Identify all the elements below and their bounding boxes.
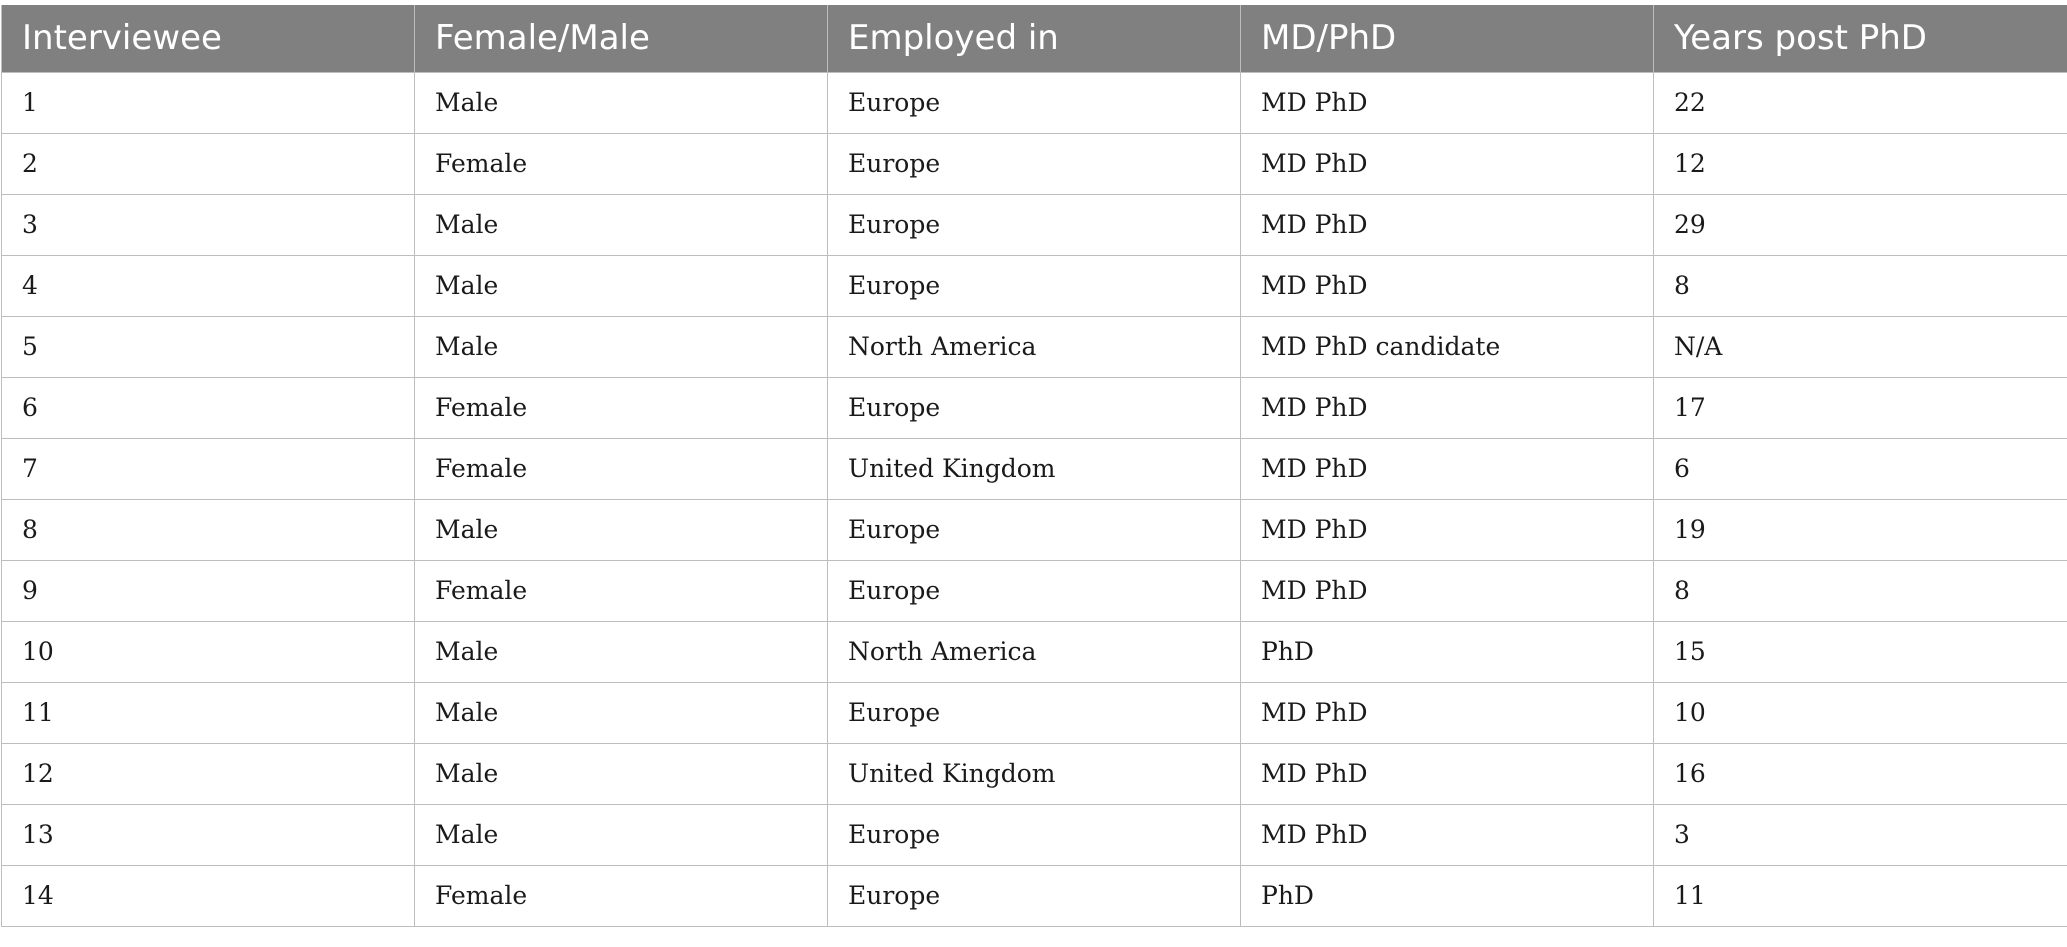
table-row: 7 Female United Kingdom MD PhD 6 bbox=[1, 437, 2067, 500]
degree-cell: MD PhD bbox=[1240, 498, 1654, 561]
interviewee-cell: 8 bbox=[1, 498, 415, 561]
years-post-phd-cell: 12 bbox=[1653, 132, 2067, 195]
header-interviewee: Interviewee bbox=[1, 5, 415, 72]
gender-cell: Female bbox=[414, 376, 828, 439]
gender-cell: Male bbox=[414, 620, 828, 683]
degree-cell: MD PhD candidate bbox=[1240, 315, 1654, 378]
interviewee-cell: 13 bbox=[1, 803, 415, 866]
employed-in-cell: Europe bbox=[827, 376, 1241, 439]
header-years-post-phd: Years post PhD bbox=[1653, 5, 2067, 72]
years-post-phd-cell: 10 bbox=[1653, 681, 2067, 744]
employed-in-cell: Europe bbox=[827, 803, 1241, 866]
years-post-phd-cell: 17 bbox=[1653, 376, 2067, 439]
employed-in-cell: Europe bbox=[827, 193, 1241, 256]
header-row: Interviewee Female/Male Employed in MD/P… bbox=[1, 5, 2067, 72]
interviewee-cell: 5 bbox=[1, 315, 415, 378]
employed-in-cell: United Kingdom bbox=[827, 437, 1241, 500]
degree-cell: MD PhD bbox=[1240, 437, 1654, 500]
employed-in-cell: Europe bbox=[827, 559, 1241, 622]
degree-cell: MD PhD bbox=[1240, 742, 1654, 805]
employed-in-cell: Europe bbox=[827, 71, 1241, 134]
years-post-phd-cell: 6 bbox=[1653, 437, 2067, 500]
interviewee-cell: 14 bbox=[1, 864, 415, 927]
employed-in-cell: Europe bbox=[827, 498, 1241, 561]
employed-in-cell: Europe bbox=[827, 864, 1241, 927]
interviewee-cell: 3 bbox=[1, 193, 415, 256]
header-female-male: Female/Male bbox=[414, 5, 828, 72]
gender-cell: Male bbox=[414, 498, 828, 561]
interviewee-cell: 1 bbox=[1, 71, 415, 134]
table-row: 10 Male North America PhD 15 bbox=[1, 620, 2067, 683]
years-post-phd-cell: N/A bbox=[1653, 315, 2067, 378]
gender-cell: Male bbox=[414, 315, 828, 378]
interviewee-table-container: Interviewee Female/Male Employed in MD/P… bbox=[1, 5, 2067, 927]
table-row: 8 Male Europe MD PhD 19 bbox=[1, 498, 2067, 561]
table-row: 1 Male Europe MD PhD 22 bbox=[1, 71, 2067, 134]
degree-cell: MD PhD bbox=[1240, 681, 1654, 744]
years-post-phd-cell: 3 bbox=[1653, 803, 2067, 866]
years-post-phd-cell: 15 bbox=[1653, 620, 2067, 683]
table-row: 6 Female Europe MD PhD 17 bbox=[1, 376, 2067, 439]
employed-in-cell: Europe bbox=[827, 132, 1241, 195]
header-employed-in: Employed in bbox=[827, 5, 1241, 72]
gender-cell: Male bbox=[414, 254, 828, 317]
table-header: Interviewee Female/Male Employed in MD/P… bbox=[1, 5, 2067, 72]
table-row: 2 Female Europe MD PhD 12 bbox=[1, 132, 2067, 195]
degree-cell: MD PhD bbox=[1240, 132, 1654, 195]
interviewee-cell: 7 bbox=[1, 437, 415, 500]
interviewee-cell: 10 bbox=[1, 620, 415, 683]
gender-cell: Female bbox=[414, 559, 828, 622]
table-row: 12 Male United Kingdom MD PhD 16 bbox=[1, 742, 2067, 805]
gender-cell: Male bbox=[414, 681, 828, 744]
degree-cell: MD PhD bbox=[1240, 376, 1654, 439]
table-row: 4 Male Europe MD PhD 8 bbox=[1, 254, 2067, 317]
years-post-phd-cell: 16 bbox=[1653, 742, 2067, 805]
interviewee-cell: 9 bbox=[1, 559, 415, 622]
table-row: 14 Female Europe PhD 11 bbox=[1, 864, 2067, 927]
gender-cell: Female bbox=[414, 864, 828, 927]
header-md-phd: MD/PhD bbox=[1240, 5, 1654, 72]
gender-cell: Male bbox=[414, 803, 828, 866]
table-row: 5 Male North America MD PhD candidate N/A bbox=[1, 315, 2067, 378]
years-post-phd-cell: 11 bbox=[1653, 864, 2067, 927]
interviewee-cell: 6 bbox=[1, 376, 415, 439]
degree-cell: MD PhD bbox=[1240, 803, 1654, 866]
gender-cell: Female bbox=[414, 437, 828, 500]
interviewee-cell: 12 bbox=[1, 742, 415, 805]
interviewee-cell: 4 bbox=[1, 254, 415, 317]
gender-cell: Male bbox=[414, 193, 828, 256]
employed-in-cell: North America bbox=[827, 315, 1241, 378]
table-body: 1 Male Europe MD PhD 22 2 Female Europe MD PhD 12… bbox=[1, 71, 2067, 927]
years-post-phd-cell: 22 bbox=[1653, 71, 2067, 134]
years-post-phd-cell: 29 bbox=[1653, 193, 2067, 256]
employed-in-cell: United Kingdom bbox=[827, 742, 1241, 805]
years-post-phd-cell: 19 bbox=[1653, 498, 2067, 561]
gender-cell: Female bbox=[414, 132, 828, 195]
degree-cell: MD PhD bbox=[1240, 193, 1654, 256]
degree-cell: MD PhD bbox=[1240, 559, 1654, 622]
degree-cell: MD PhD bbox=[1240, 254, 1654, 317]
table-row: 13 Male Europe MD PhD 3 bbox=[1, 803, 2067, 866]
gender-cell: Male bbox=[414, 742, 828, 805]
years-post-phd-cell: 8 bbox=[1653, 254, 2067, 317]
years-post-phd-cell: 8 bbox=[1653, 559, 2067, 622]
table-row: 3 Male Europe MD PhD 29 bbox=[1, 193, 2067, 256]
table-row: 9 Female Europe MD PhD 8 bbox=[1, 559, 2067, 622]
table-row: 11 Male Europe MD PhD 10 bbox=[1, 681, 2067, 744]
interviewee-table: Interviewee Female/Male Employed in MD/P… bbox=[1, 5, 2067, 927]
gender-cell: Male bbox=[414, 71, 828, 134]
employed-in-cell: North America bbox=[827, 620, 1241, 683]
degree-cell: PhD bbox=[1240, 620, 1654, 683]
degree-cell: MD PhD bbox=[1240, 71, 1654, 134]
interviewee-cell: 2 bbox=[1, 132, 415, 195]
employed-in-cell: Europe bbox=[827, 254, 1241, 317]
employed-in-cell: Europe bbox=[827, 681, 1241, 744]
interviewee-cell: 11 bbox=[1, 681, 415, 744]
degree-cell: PhD bbox=[1240, 864, 1654, 927]
